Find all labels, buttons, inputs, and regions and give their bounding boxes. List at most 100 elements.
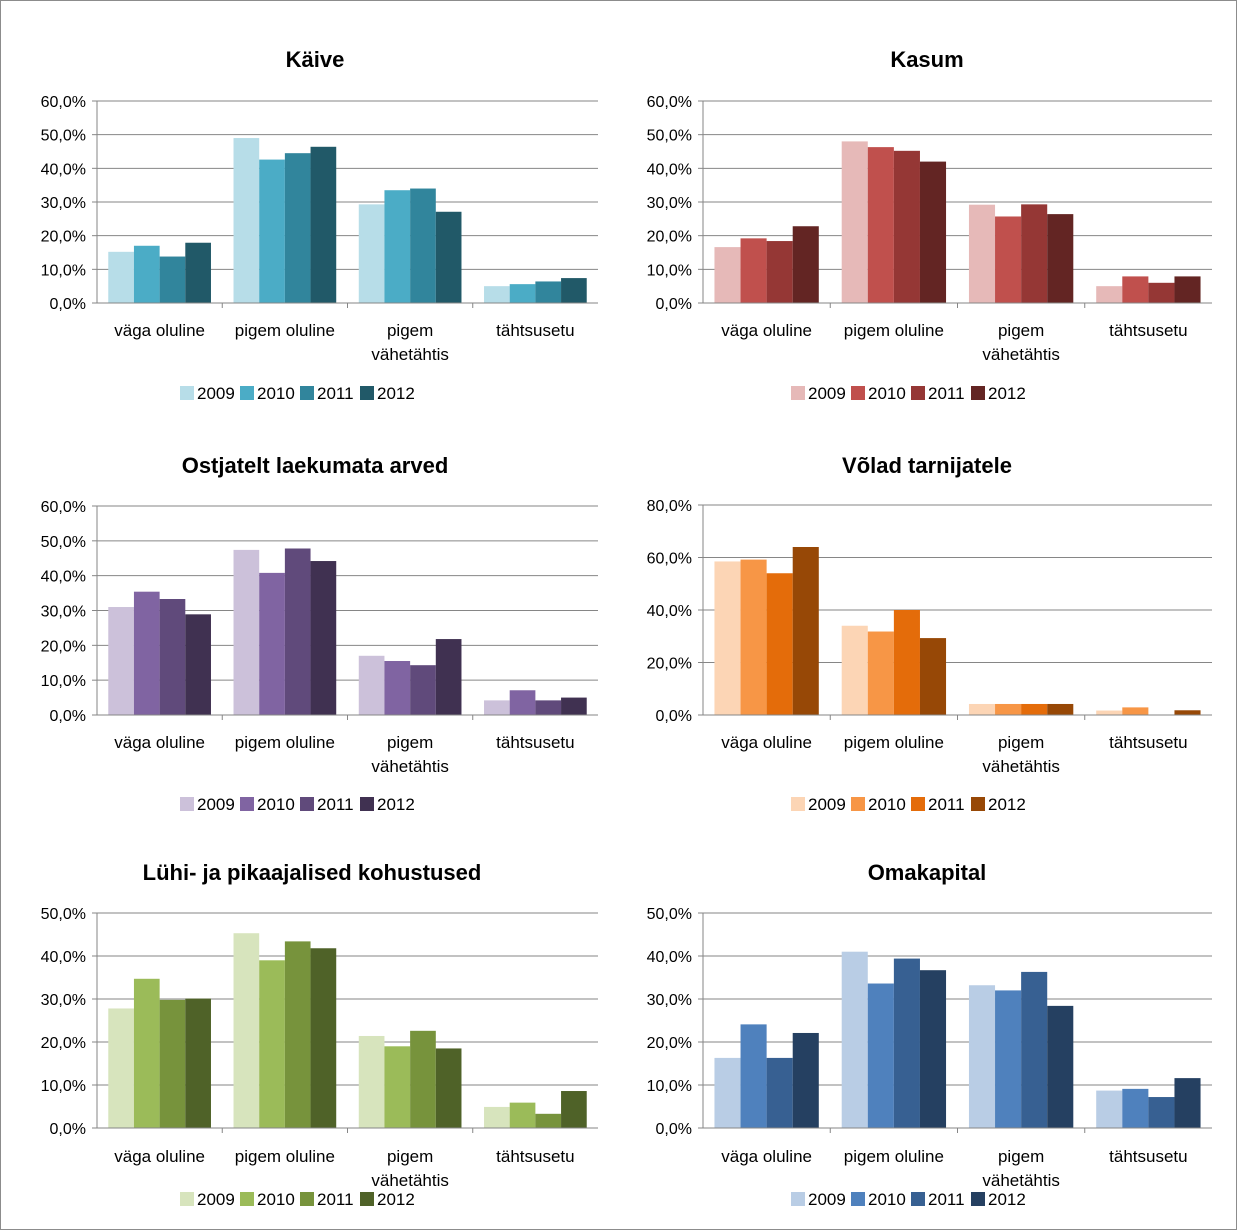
y-tick-label: 0,0% xyxy=(50,296,86,313)
x-category-label: tähtsusetu xyxy=(1109,321,1187,340)
bar xyxy=(995,990,1022,1128)
bar xyxy=(841,951,868,1128)
x-category-label: pigem xyxy=(387,321,433,340)
bar xyxy=(995,216,1022,303)
legend-swatch xyxy=(911,797,925,811)
bar xyxy=(561,1091,587,1128)
bar xyxy=(233,549,260,715)
chart-4: Lühi- ja pikaajalised kohustused 0,0% 10,0… xyxy=(41,860,598,1209)
bar xyxy=(714,561,741,715)
bar xyxy=(841,141,868,303)
y-tick-label: 50,0% xyxy=(41,906,86,923)
bar xyxy=(1174,710,1201,715)
y-tick-label: 50,0% xyxy=(41,128,86,145)
x-category-label: väga oluline xyxy=(721,733,812,752)
y-tick-label: 0,0% xyxy=(656,1121,692,1138)
bar xyxy=(284,153,311,303)
y-tick-label: 10,0% xyxy=(647,1078,692,1095)
x-category-label: pigem oluline xyxy=(235,1147,335,1166)
y-tick-label: 30,0% xyxy=(647,195,692,212)
legend-swatch xyxy=(791,797,805,811)
bar xyxy=(159,999,186,1128)
bar xyxy=(108,1008,134,1128)
legend-label: 2010 xyxy=(868,795,906,814)
legend-label: 2012 xyxy=(988,1190,1026,1209)
y-tick-label: 40,0% xyxy=(41,161,86,178)
x-category-label: pigem oluline xyxy=(235,321,335,340)
bar xyxy=(484,286,510,303)
bar xyxy=(1096,286,1123,303)
x-category-label: pigem xyxy=(998,1147,1044,1166)
legend-label: 2009 xyxy=(197,384,235,403)
bar xyxy=(740,1024,767,1128)
x-category-label: tähtsusetu xyxy=(496,733,574,752)
legend-swatch xyxy=(791,1192,805,1206)
bar xyxy=(1021,204,1048,303)
bar xyxy=(535,700,562,715)
bar xyxy=(535,281,562,303)
bar xyxy=(766,241,793,303)
x-category-label: väga oluline xyxy=(114,733,205,752)
y-tick-label: 0,0% xyxy=(50,708,86,725)
legend-swatch xyxy=(971,1192,985,1206)
legend-label: 2011 xyxy=(317,795,354,814)
bar xyxy=(233,138,260,303)
bar xyxy=(893,610,920,715)
bar xyxy=(509,284,536,303)
x-category-label: pigem oluline xyxy=(235,733,335,752)
bar xyxy=(259,159,285,303)
x-category-label: väga oluline xyxy=(721,321,812,340)
y-tick-label: 10,0% xyxy=(41,262,86,279)
y-tick-label: 50,0% xyxy=(647,906,692,923)
chart-3: Võlad tarnijatele 0,0% 20,0% 40,0% 60,0% 80,0… xyxy=(647,453,1212,814)
y-tick-label: 10,0% xyxy=(41,1078,86,1095)
y-tick-label: 40,0% xyxy=(41,569,86,586)
x-category-label: tähtsusetu xyxy=(1109,733,1187,752)
x-category-label: tähtsusetu xyxy=(496,321,574,340)
bar xyxy=(435,639,462,715)
y-tick-label: 0,0% xyxy=(50,1121,86,1138)
legend-label: 2010 xyxy=(257,384,295,403)
legend-label: 2010 xyxy=(868,384,906,403)
legend-swatch xyxy=(300,386,314,400)
legend-swatch xyxy=(360,1192,374,1206)
legend-swatch xyxy=(240,797,254,811)
legend-label: 2012 xyxy=(377,795,415,814)
bar xyxy=(358,655,385,715)
y-tick-label: 20,0% xyxy=(647,656,692,673)
x-category-label: vähetähtis xyxy=(982,757,1060,776)
bar xyxy=(284,941,311,1128)
y-tick-label: 20,0% xyxy=(41,229,86,246)
y-tick-label: 20,0% xyxy=(647,229,692,246)
bar xyxy=(561,278,587,303)
legend-label: 2011 xyxy=(928,795,965,814)
legend-label: 2011 xyxy=(928,384,965,403)
bar xyxy=(714,1057,741,1128)
y-tick-label: 0,0% xyxy=(656,296,692,313)
x-category-label: väga oluline xyxy=(114,1147,205,1166)
legend-swatch xyxy=(240,1192,254,1206)
bar xyxy=(792,226,819,303)
chart-title: Käive xyxy=(286,47,345,72)
bar xyxy=(740,559,767,715)
bar xyxy=(919,161,947,303)
bar xyxy=(792,547,819,715)
bar xyxy=(1122,1088,1149,1128)
bar xyxy=(1174,276,1201,303)
bar xyxy=(384,190,411,303)
legend-label: 2012 xyxy=(988,384,1026,403)
bar xyxy=(410,188,436,303)
y-tick-label: 30,0% xyxy=(41,604,86,621)
legend-label: 2009 xyxy=(808,1190,846,1209)
legend-label: 2012 xyxy=(377,384,415,403)
bar xyxy=(968,703,996,715)
bar xyxy=(484,1106,510,1128)
legend-swatch xyxy=(851,797,865,811)
y-tick-label: 50,0% xyxy=(647,128,692,145)
bar xyxy=(1122,707,1149,715)
legend-swatch xyxy=(180,797,194,811)
legend-swatch xyxy=(851,386,865,400)
legend-swatch xyxy=(971,386,985,400)
y-tick-label: 40,0% xyxy=(41,949,86,966)
